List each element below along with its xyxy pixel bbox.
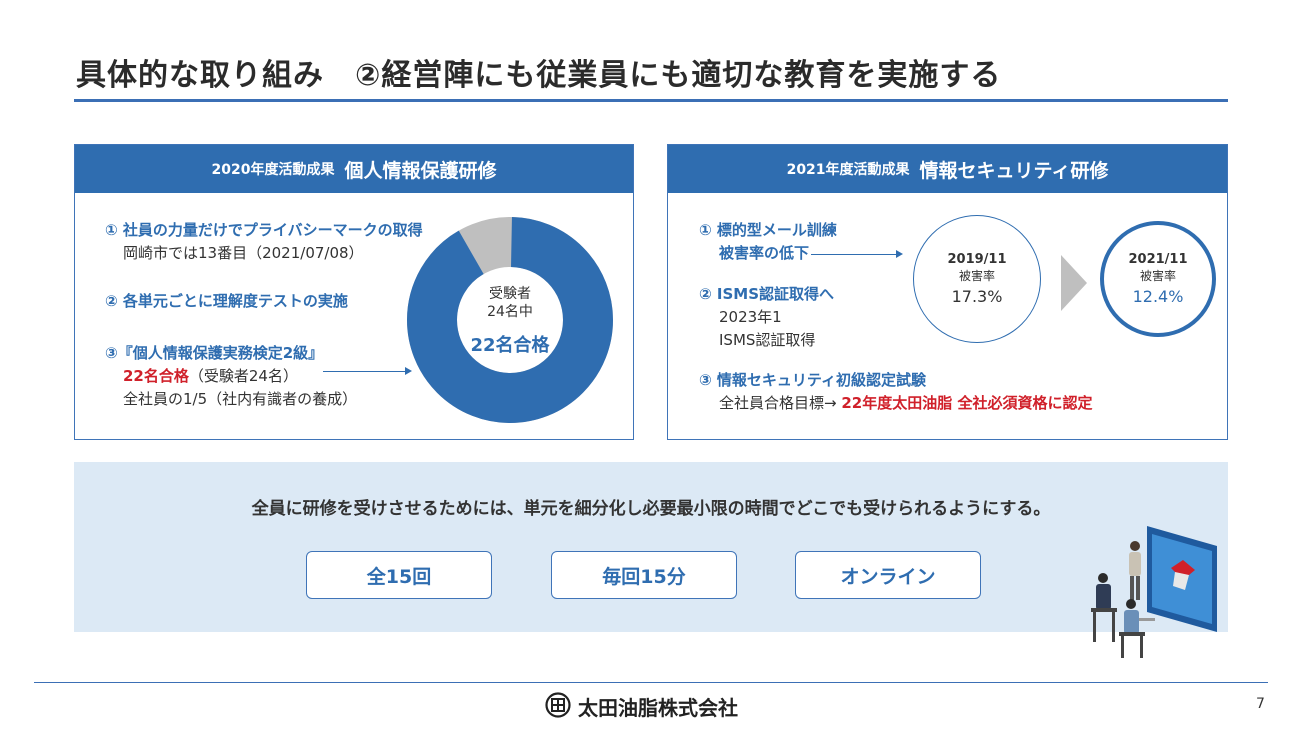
chevron-right-icon	[1061, 255, 1087, 311]
circle-label: 被害率	[1139, 268, 1176, 283]
donut-label-count: 24名中	[487, 304, 533, 320]
footer-divider	[34, 682, 1268, 683]
panel-header-year: 2020年度活動成果	[211, 162, 335, 178]
screen-card-icon	[1173, 572, 1189, 590]
item1-title: ① 標的型メール訓練	[699, 221, 837, 239]
item3-result: 全社員合格目標→ 22年度太田油脂 全社必須資格に認定	[719, 392, 1092, 415]
laptop	[1139, 618, 1155, 621]
item1-sub: 岡崎市では13番目（2021/07/08）	[123, 244, 364, 262]
company-name: 太田油脂株式会社	[578, 696, 738, 720]
item3-passed: 22名合格	[123, 367, 189, 385]
circle-date: 2021/11	[1128, 251, 1188, 267]
item1-title: ① 社員の力量だけでプライバシーマークの取得	[105, 221, 423, 239]
attendee-body	[1124, 610, 1139, 634]
presenter-body	[1129, 552, 1141, 576]
circle-label: 被害率	[958, 268, 995, 283]
item2-title: ② ISMS認証取得へ	[699, 285, 835, 303]
donut-label-examinees: 受験者	[489, 286, 531, 302]
chair-leg	[1112, 612, 1115, 642]
item1-sub: 被害率の低下	[719, 244, 810, 262]
policy-message: 全員に研修を受けさせるためには、単元を細分化し必要最小限の時間でどこでも受けられ…	[251, 499, 1051, 519]
panel-header-title: 個人情報保護研修	[344, 159, 497, 182]
pass-rate-donut-chart	[407, 217, 613, 423]
arrow-right-icon	[896, 250, 903, 258]
presenter-leg	[1130, 576, 1134, 600]
item3-title: ③ 情報セキュリティ初級認定試験	[699, 371, 927, 389]
arrow-right-icon	[405, 367, 412, 375]
page-title: 具体的な取り組み ②経営陣にも従業員にも適切な教育を実施する	[76, 58, 1002, 93]
item2-sub1: 2023年1	[719, 308, 782, 326]
panel-header: 2020年度活動成果 個人情報保護研修	[75, 145, 633, 193]
item2-title: ② 各単元ごとに理解度テストの実施	[105, 292, 348, 310]
donut-center-label: 受験者 24名中 22名合格	[451, 285, 569, 357]
chair-seat	[1119, 632, 1145, 636]
attendee-head	[1098, 573, 1108, 583]
company-logo-icon	[545, 692, 571, 718]
item3-examinees: （受験者24名）	[188, 367, 298, 385]
training-illustration	[1091, 526, 1217, 658]
presenter-leg	[1136, 576, 1140, 600]
panel-header-year: 2021年度活動成果	[786, 162, 910, 178]
title-divider	[74, 99, 1228, 102]
chair-seat	[1091, 608, 1117, 612]
arrow-line	[323, 371, 406, 372]
circle-value: 12.4%	[1132, 286, 1184, 306]
item3-certified: 22年度太田油脂 全社必須資格に認定	[841, 394, 1093, 412]
panel-security-training: 2021年度活動成果 情報セキュリティ研修 ① 標的型メール訓練 被害率の低下 …	[667, 144, 1228, 440]
item2-sub2: ISMS認証取得	[719, 331, 816, 349]
page-number: 7	[1256, 696, 1265, 712]
donut-passed-segment	[407, 217, 613, 423]
donut-label-passed: 22名合格	[470, 335, 550, 356]
panel-privacy-training: 2020年度活動成果 個人情報保護研修 ① 社員の力量だけでプライバシーマークの…	[74, 144, 634, 440]
arrow-line	[811, 254, 897, 255]
attendee-body	[1096, 584, 1111, 610]
damage-rate-2021-circle: 2021/11 被害率 12.4%	[1100, 221, 1216, 337]
chair-leg	[1140, 636, 1143, 658]
circle-value: 17.3%	[951, 286, 1003, 306]
chair-leg	[1121, 636, 1124, 658]
item3-result: 22名合格（受験者24名）	[123, 365, 298, 388]
item3-sub: 全社員の1/5（社内有識者の養成）	[123, 390, 358, 408]
item3-target: 全社員合格目標→	[719, 394, 837, 412]
attendee-head	[1126, 599, 1136, 609]
circle-date: 2019/11	[947, 251, 1007, 267]
presenter-head	[1130, 541, 1140, 551]
policy-band: 全員に研修を受けさせるためには、単元を細分化し必要最小限の時間でどこでも受けられ…	[74, 462, 1228, 632]
pill-online: オンライン	[795, 551, 981, 599]
pill-duration: 毎回15分	[551, 551, 737, 599]
item3-title: ③『個人情報保護実務検定2級』	[105, 344, 324, 362]
chair-leg	[1093, 612, 1096, 642]
panel-header: 2021年度活動成果 情報セキュリティ研修	[668, 145, 1227, 193]
panel-header-title: 情報セキュリティ研修	[919, 159, 1109, 182]
pill-sessions: 全15回	[306, 551, 492, 599]
damage-rate-2019-circle: 2019/11 被害率 17.3%	[913, 215, 1041, 343]
